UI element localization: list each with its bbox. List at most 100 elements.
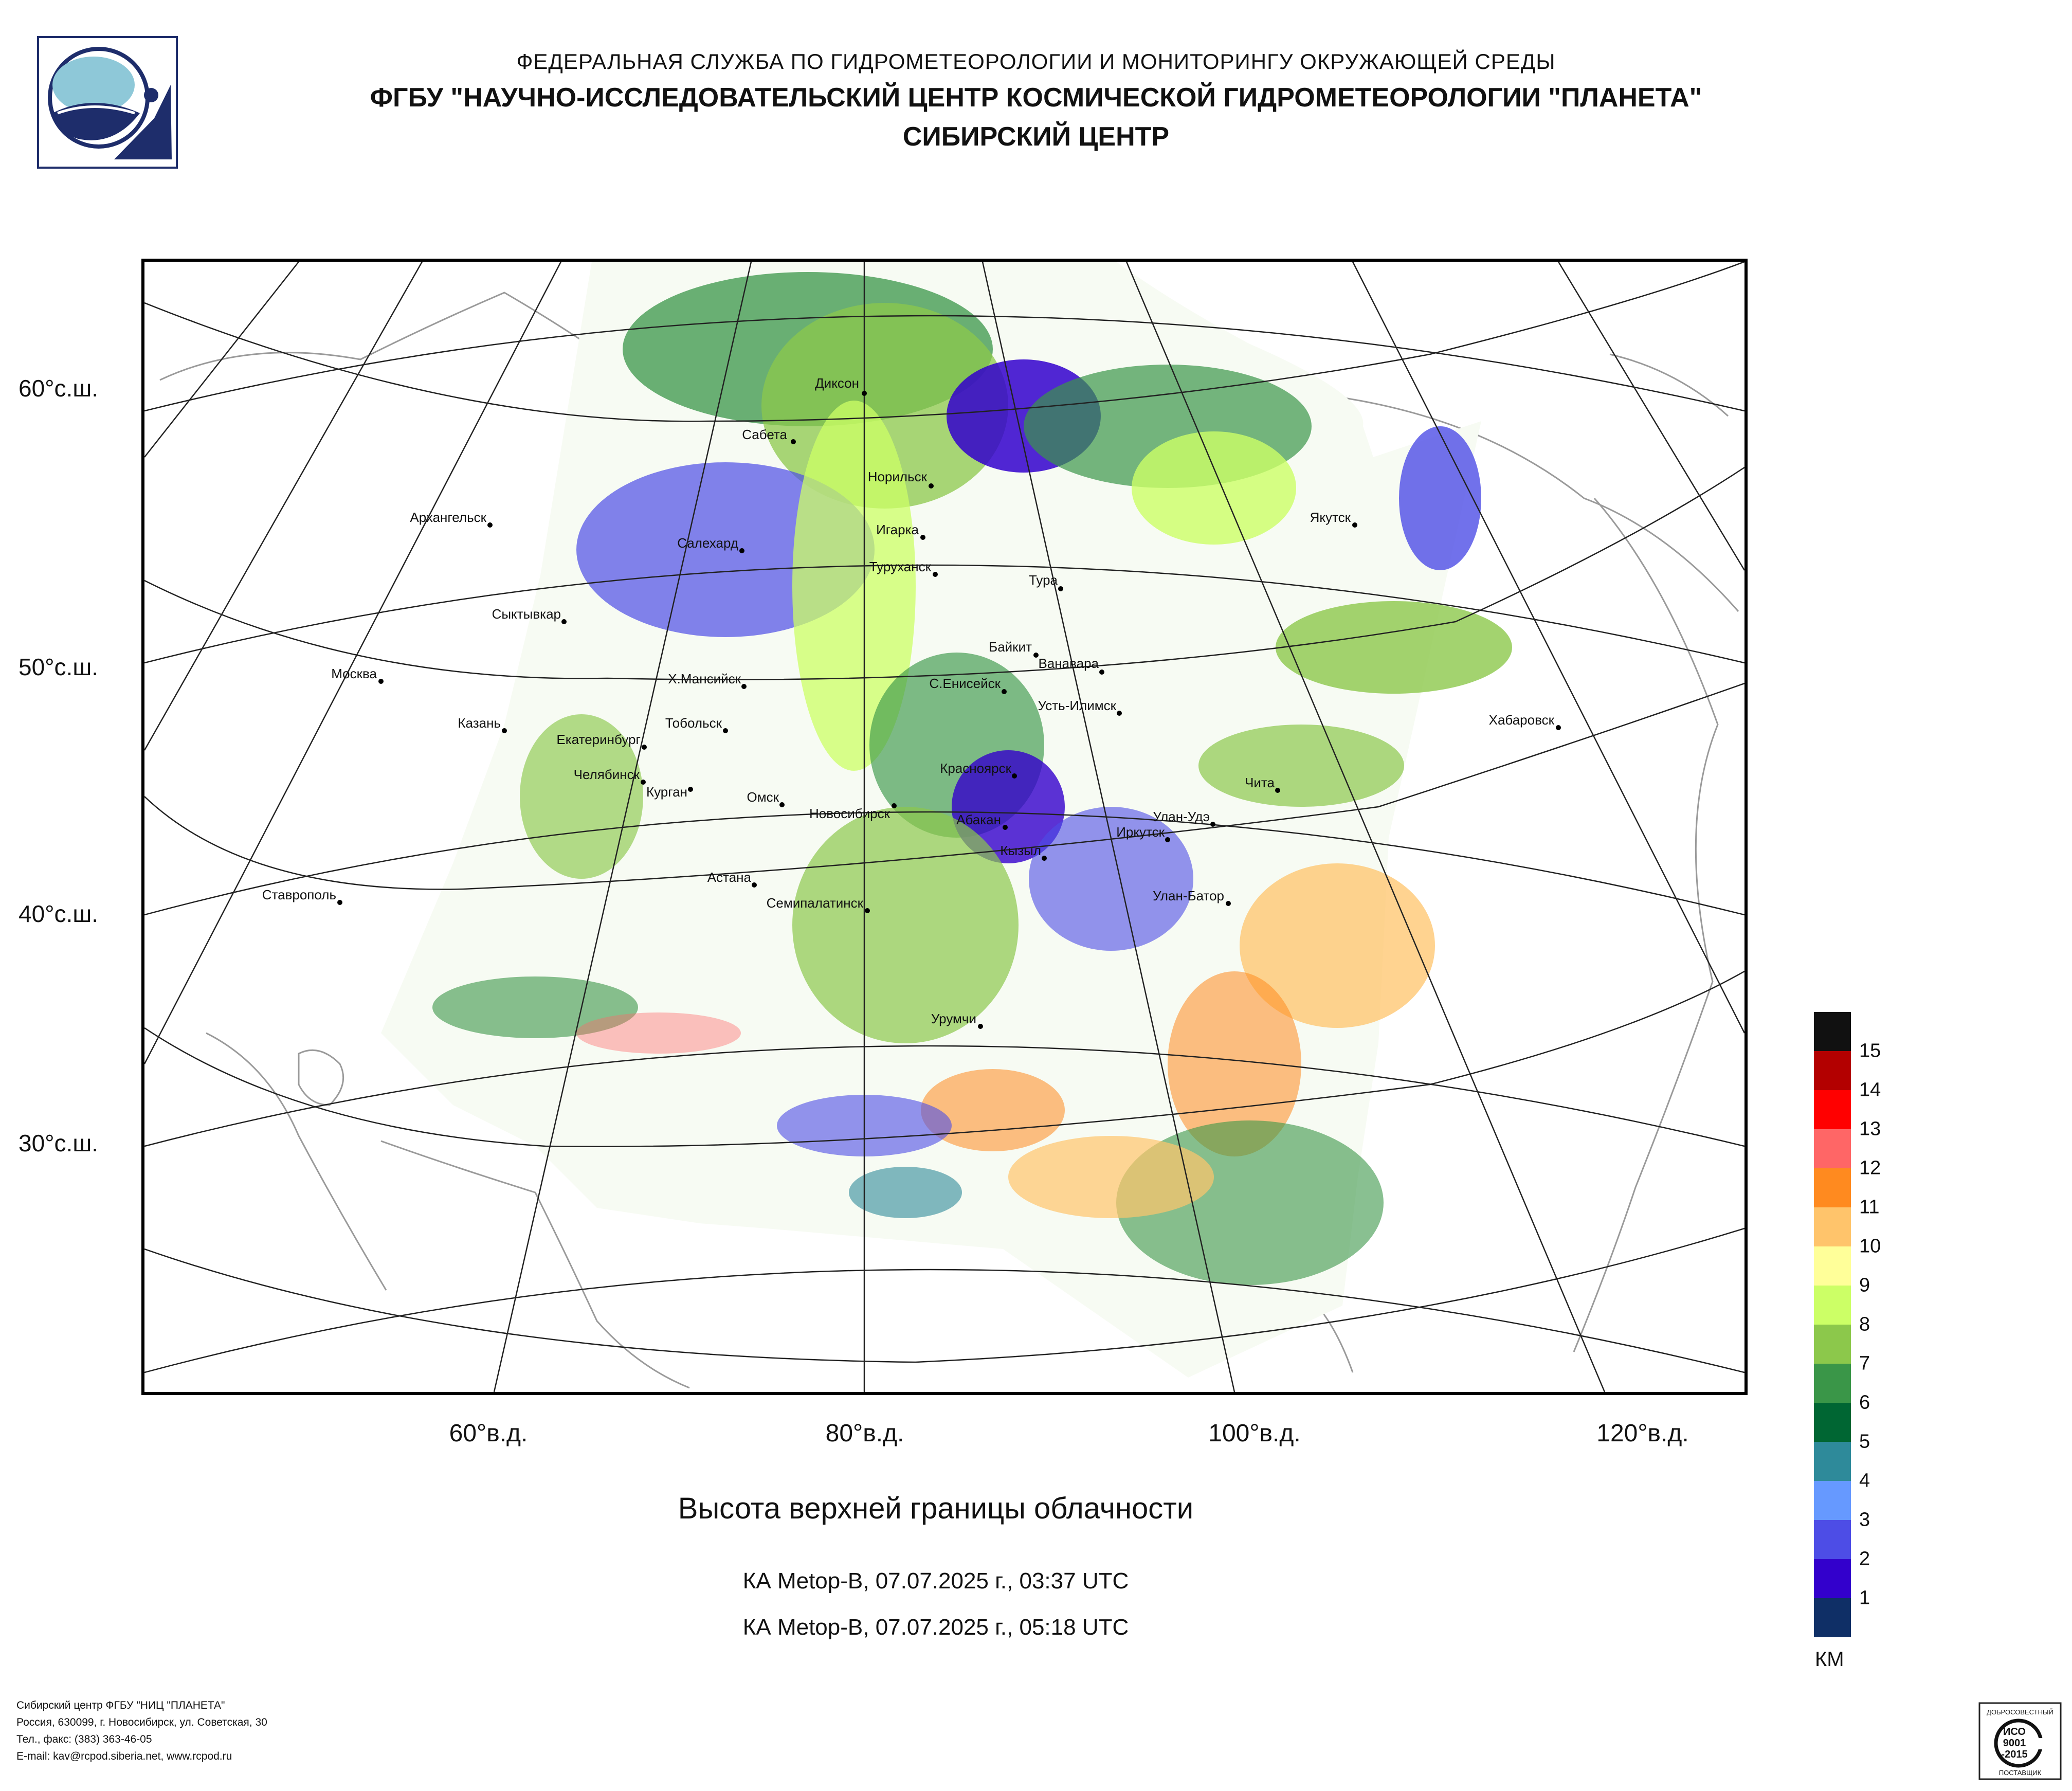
city-igarka: Игарка bbox=[876, 522, 925, 540]
legend-label-5: 5 bbox=[1859, 1431, 1870, 1453]
svg-text:С.Енисейск: С.Енисейск bbox=[929, 676, 1001, 691]
svg-text:9001: 9001 bbox=[2003, 1738, 2026, 1749]
svg-text:Екатеринбург: Екатеринбург bbox=[556, 732, 641, 747]
svg-text:Игарка: Игарка bbox=[876, 522, 919, 537]
city-urumchi: Урумчи bbox=[931, 1011, 983, 1029]
city-krasnoyarsk: Красноярск bbox=[940, 761, 1017, 779]
city-markers: Диксон Сабета Норильск Игарка Туруханск … bbox=[262, 375, 1561, 1029]
city-tobolsk: Тобольск bbox=[665, 715, 728, 733]
height-legend bbox=[1814, 1012, 1851, 1637]
satellite-pass-2: КА Metop-B, 07.07.2025 г., 05:18 UTC bbox=[742, 1615, 1129, 1640]
city-arkhangelsk: Архангельск bbox=[410, 510, 493, 528]
graticule bbox=[144, 262, 1744, 1392]
legend-label-14: 14 bbox=[1859, 1079, 1881, 1101]
svg-text:Архангельск: Архангельск bbox=[410, 510, 486, 525]
city-sabeta: Сабета bbox=[742, 427, 796, 444]
footer-phone: Тел., факс: (383) 363-46-05 bbox=[16, 1733, 152, 1745]
city-vanavara: Ванавара bbox=[1038, 656, 1104, 675]
legend-label-8: 8 bbox=[1859, 1313, 1870, 1335]
city-omsk: Омск bbox=[747, 789, 785, 807]
legend-swatch bbox=[1814, 1481, 1851, 1520]
svg-text:Семипалатинск: Семипалатинск bbox=[767, 895, 864, 911]
svg-text:Ставрополь: Ставрополь bbox=[262, 887, 336, 902]
svg-text:Астана: Астана bbox=[707, 870, 752, 885]
map-canvas: Диксон Сабета Норильск Игарка Туруханск … bbox=[144, 262, 1744, 1392]
svg-text:Усть-Илимск: Усть-Илимск bbox=[1038, 698, 1116, 713]
legend-swatch bbox=[1814, 1090, 1851, 1129]
city-label: Диксон bbox=[815, 375, 859, 391]
legend-label-9: 9 bbox=[1859, 1274, 1870, 1296]
svg-text:Улан-Батор: Улан-Батор bbox=[1153, 888, 1224, 903]
svg-text:Улан-Удэ: Улан-Удэ bbox=[1153, 809, 1210, 824]
svg-text:Х.Мансийск: Х.Мансийск bbox=[668, 671, 741, 686]
city-turukhansk: Туруханск bbox=[869, 559, 938, 577]
cloud-swath bbox=[381, 262, 1512, 1378]
legend-swatch bbox=[1814, 1286, 1851, 1325]
city-novosibirsk: Новосибирск bbox=[809, 803, 897, 821]
legend-label-6: 6 bbox=[1859, 1391, 1870, 1414]
svg-text:Абакан: Абакан bbox=[956, 812, 1001, 827]
svg-text:Хабаровск: Хабаровск bbox=[1489, 712, 1555, 728]
city-tura: Тура bbox=[1029, 572, 1063, 591]
agency-title: ФЕДЕРАЛЬНАЯ СЛУЖБА ПО ГИДРОМЕТЕОРОЛОГИИ … bbox=[516, 49, 1556, 74]
legend-swatch bbox=[1814, 1207, 1851, 1246]
svg-text:Байкит: Байкит bbox=[989, 639, 1032, 655]
lon-label-100: 100°в.д. bbox=[1208, 1420, 1301, 1447]
planeta-logo bbox=[37, 36, 178, 169]
footer-address: Россия, 630099, г. Новосибирск, ул. Сове… bbox=[16, 1716, 267, 1728]
product-title: Высота верхней границы облачности bbox=[678, 1492, 1194, 1525]
footer-org: Сибирский центр ФГБУ "НИЦ "ПЛАНЕТА" bbox=[16, 1699, 225, 1711]
city-ulan-ude: Улан-Удэ bbox=[1153, 809, 1215, 827]
center-title: ФГБУ "НАУЧНО-ИССЛЕДОВАТЕЛЬСКИЙ ЦЕНТР КОС… bbox=[370, 83, 1702, 113]
svg-text:ДОБРОСОВЕСТНЫЙ: ДОБРОСОВЕСТНЫЙ bbox=[1987, 1708, 2053, 1716]
svg-text:Новосибирск: Новосибирск bbox=[809, 806, 890, 821]
legend-label-2: 2 bbox=[1859, 1548, 1870, 1570]
city-irkutsk: Иркутск bbox=[1116, 824, 1170, 842]
legend-label-4: 4 bbox=[1859, 1470, 1870, 1492]
city-khabarovsk: Хабаровск bbox=[1489, 712, 1561, 730]
city-yakutsk: Якутск bbox=[1310, 510, 1357, 528]
svg-text:Туруханск: Туруханск bbox=[869, 559, 932, 574]
legend-swatch bbox=[1814, 1051, 1851, 1090]
city-chita: Чита bbox=[1245, 775, 1280, 793]
legend-label-15: 15 bbox=[1859, 1040, 1881, 1062]
lat-label-60: 60°с.ш. bbox=[19, 375, 99, 402]
city-chelyabinsk: Челябинск bbox=[574, 767, 646, 785]
legend-swatch bbox=[1814, 1442, 1851, 1481]
svg-text:Чита: Чита bbox=[1245, 775, 1275, 790]
city-khanty-mansiysk: Х.Мансийск bbox=[668, 671, 747, 689]
svg-text:Ванавара: Ванавара bbox=[1038, 656, 1099, 671]
legend-swatch bbox=[1814, 1246, 1851, 1286]
city-kazan: Казань bbox=[458, 715, 507, 733]
city-semipalatinsk: Семипалатинск bbox=[767, 895, 870, 913]
city-s-yeniseysk: С.Енисейск bbox=[929, 676, 1007, 694]
legend-label-13: 13 bbox=[1859, 1118, 1881, 1140]
legend-swatch bbox=[1814, 1012, 1851, 1051]
lon-label-60: 60°в.д. bbox=[449, 1420, 528, 1447]
city-moskva: Москва bbox=[331, 666, 384, 684]
legend-swatch bbox=[1814, 1403, 1851, 1442]
branch-title: СИБИРСКИЙ ЦЕНТР bbox=[902, 122, 1170, 152]
city-syktyvkar: Сыктывкар bbox=[492, 606, 567, 624]
svg-text:-2015: -2015 bbox=[2001, 1749, 2027, 1760]
city-astana: Астана bbox=[707, 870, 757, 888]
legend-swatch bbox=[1814, 1129, 1851, 1168]
lat-label-50: 50°с.ш. bbox=[19, 654, 99, 680]
svg-text:Челябинск: Челябинск bbox=[574, 767, 640, 782]
legend-swatch bbox=[1814, 1598, 1851, 1637]
contact-footer: Сибирский центр ФГБУ "НИЦ "ПЛАНЕТА" Росс… bbox=[16, 1697, 267, 1765]
city-baykit: Байкит bbox=[989, 639, 1039, 658]
city-ulan-bator: Улан-Батор bbox=[1153, 888, 1231, 906]
svg-text:Красноярск: Красноярск bbox=[940, 761, 1011, 776]
svg-text:Тура: Тура bbox=[1029, 572, 1058, 588]
svg-text:ПОСТАВЩИК: ПОСТАВЩИК bbox=[1999, 1769, 2042, 1777]
lat-label-30: 30°с.ш. bbox=[19, 1130, 99, 1156]
svg-text:Салехард: Салехард bbox=[677, 535, 738, 551]
city-salekhard: Салехард bbox=[677, 535, 744, 553]
cloud-top-map: Диксон Сабета Норильск Игарка Туруханск … bbox=[141, 259, 1748, 1395]
svg-text:Якутск: Якутск bbox=[1310, 510, 1351, 525]
city-yekaterinburg: Екатеринбург bbox=[556, 732, 647, 750]
satellite-pass-1: КА Metop-B, 07.07.2025 г., 03:37 UTC bbox=[742, 1568, 1129, 1594]
svg-text:Сабета: Сабета bbox=[742, 427, 787, 442]
legend-unit: КМ bbox=[1815, 1648, 1844, 1671]
